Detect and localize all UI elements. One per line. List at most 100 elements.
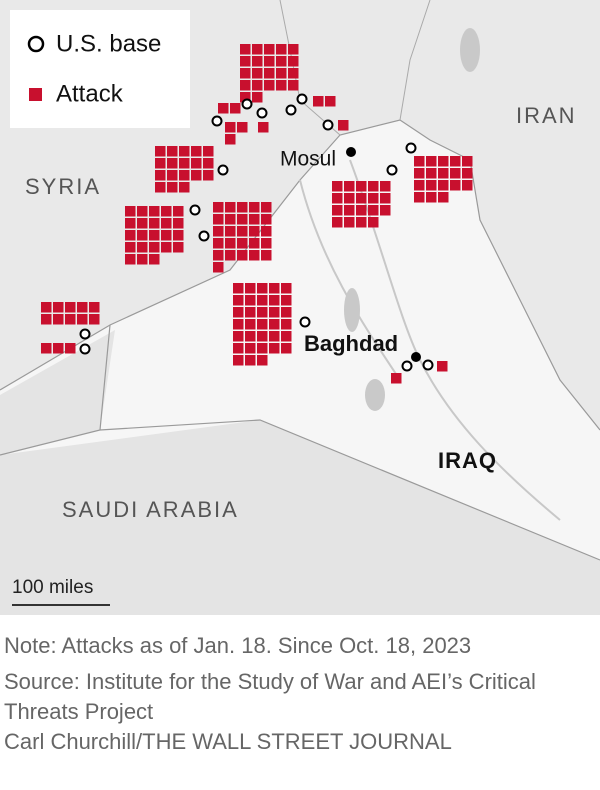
attack-square: [281, 307, 292, 318]
attack-square: [249, 214, 260, 225]
attack-square: [203, 170, 214, 181]
legend-label: U.S. base: [56, 30, 161, 57]
country-label: IRAN: [516, 103, 577, 128]
attack-square: [233, 343, 244, 354]
attack-square: [249, 238, 260, 249]
base-marker: [79, 343, 91, 355]
attack-square: [344, 193, 355, 204]
attack-square: [225, 134, 236, 145]
map: SYRIA IRAN IRAQ SAUDI ARABIA Mosul Baghd…: [0, 0, 600, 615]
base-marker: [189, 204, 201, 216]
attack-square: [137, 230, 148, 241]
attack-square: [269, 307, 280, 318]
country-label: SAUDI ARABIA: [62, 497, 239, 522]
attack-square: [161, 242, 172, 253]
attack-square: [245, 343, 256, 354]
attack-square: [155, 182, 166, 193]
attack-square: [233, 319, 244, 330]
attack-square: [269, 343, 280, 354]
attack-square: [149, 218, 160, 229]
attack-square: [233, 295, 244, 306]
attack-square: [225, 214, 236, 225]
attack-square: [288, 56, 299, 67]
attack-square: [462, 168, 473, 179]
attack-square: [125, 254, 136, 265]
attack-square: [426, 180, 437, 191]
base-marker: [79, 328, 91, 340]
attack-square: [237, 214, 248, 225]
attack-square: [332, 181, 343, 192]
attack-square: [233, 355, 244, 366]
credit: Carl Churchill/THE WALL STREET JOURNAL: [4, 729, 452, 754]
attack-square: [252, 92, 263, 103]
attack-square: [203, 158, 214, 169]
symbols: [41, 44, 473, 384]
attack-square: [191, 170, 202, 181]
attack-square: [240, 80, 251, 91]
attack-square: [276, 44, 287, 55]
attack-square: [344, 181, 355, 192]
attack-square: [230, 103, 241, 114]
attack-square: [391, 373, 402, 384]
attack-square: [414, 168, 425, 179]
city-dot: [411, 352, 421, 362]
attack-square: [245, 319, 256, 330]
attack-square: [288, 68, 299, 79]
attack-square: [269, 319, 280, 330]
attack-square: [167, 170, 178, 181]
attack-square: [380, 181, 391, 192]
attack-square: [462, 180, 473, 191]
base-marker: [299, 316, 311, 328]
city-label: Mosul: [280, 148, 336, 171]
attack-square: [233, 283, 244, 294]
attack-square: [179, 170, 190, 181]
attack-square: [437, 361, 448, 372]
attack-square: [281, 283, 292, 294]
attack-square: [149, 230, 160, 241]
attack-square: [450, 168, 461, 179]
attack-square: [281, 319, 292, 330]
base-marker: [422, 359, 434, 371]
attack-square: [252, 80, 263, 91]
attack-square: [213, 226, 224, 237]
attack-square: [173, 206, 184, 217]
source: Source: Institute for the Study of War a…: [4, 669, 536, 724]
attack-square: [344, 217, 355, 228]
attack-square: [237, 226, 248, 237]
attack-square: [368, 193, 379, 204]
attack-square: [249, 250, 260, 261]
border: [0, 119, 600, 431]
attack-square: [225, 226, 236, 237]
attack-square: [269, 283, 280, 294]
lake: [460, 28, 480, 72]
legend-base-symbol: [27, 35, 45, 53]
attack-square: [149, 242, 160, 253]
attack-square: [173, 242, 184, 253]
attack-square: [167, 158, 178, 169]
attack-square: [281, 295, 292, 306]
attack-square: [233, 331, 244, 342]
attack-square: [257, 355, 268, 366]
country-label: IRAQ: [438, 448, 497, 473]
attack-square: [65, 343, 76, 354]
attack-square: [344, 205, 355, 216]
country-label: SYRIA: [25, 174, 101, 199]
attack-square: [368, 181, 379, 192]
base-marker: [285, 104, 297, 116]
attack-square: [233, 307, 244, 318]
attack-square: [240, 56, 251, 67]
attack-square: [257, 343, 268, 354]
attack-square: [203, 146, 214, 157]
attack-square: [414, 180, 425, 191]
base-marker: [401, 360, 413, 372]
attack-square: [356, 181, 367, 192]
attack-square: [252, 56, 263, 67]
attack-square: [213, 202, 224, 213]
attack-square: [356, 205, 367, 216]
attack-square: [438, 156, 449, 167]
base-marker: [322, 119, 334, 131]
attack-square: [77, 302, 88, 313]
attack-square: [276, 80, 287, 91]
attack-square: [264, 44, 275, 55]
attack-square: [258, 122, 269, 133]
